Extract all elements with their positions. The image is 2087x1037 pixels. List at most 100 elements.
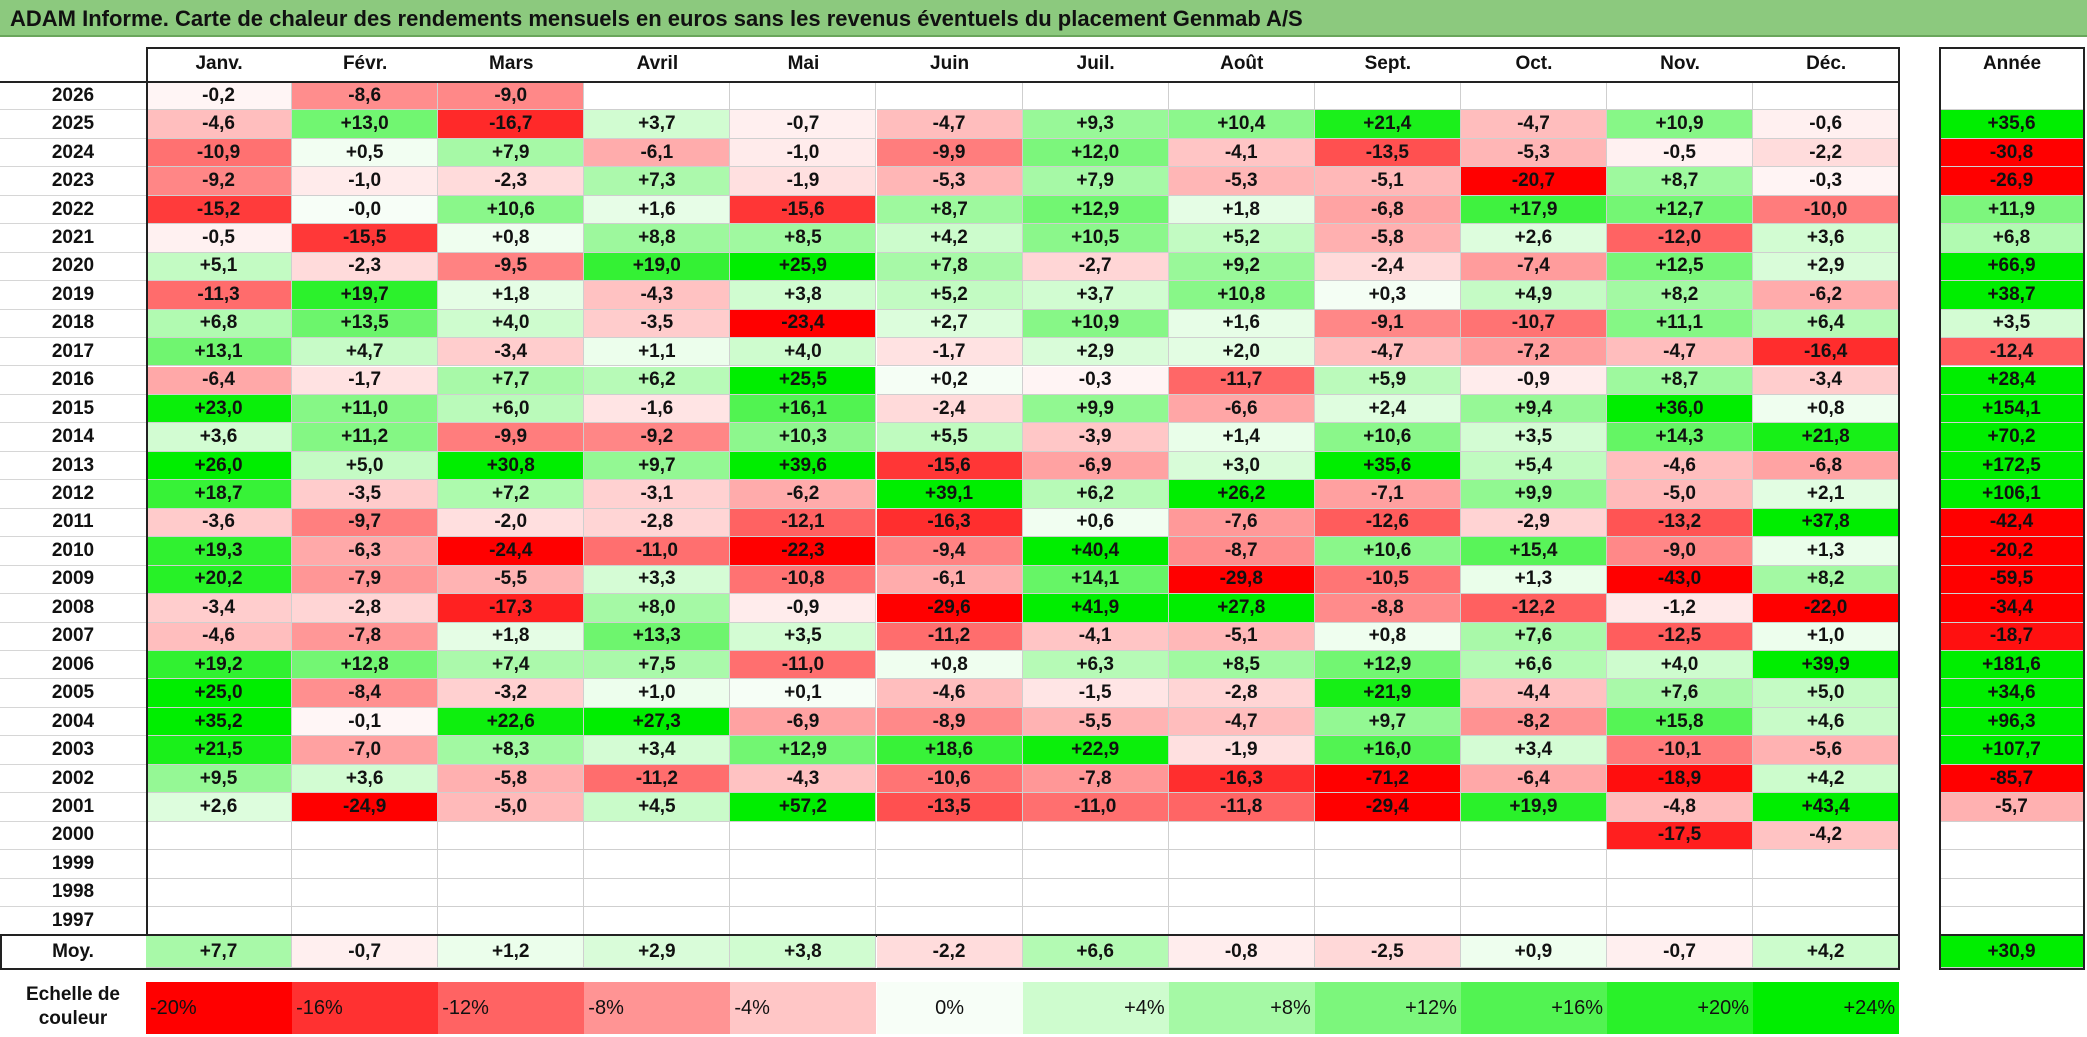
heatmap-cell: +5,2 bbox=[1168, 224, 1315, 253]
heatmap-cell: +14,1 bbox=[1022, 565, 1169, 595]
heatmap-cell: -4,8 bbox=[1607, 793, 1754, 822]
heatmap-cell: +11,1 bbox=[1607, 309, 1754, 339]
year-label: 2014 bbox=[0, 423, 146, 452]
year-label: 2012 bbox=[0, 480, 146, 509]
heatmap-cell: -2,8 bbox=[292, 594, 439, 623]
heatmap-cell: -3,9 bbox=[1022, 423, 1169, 452]
average-cell: +1,2 bbox=[438, 936, 585, 968]
heatmap-cell: -1,9 bbox=[1168, 736, 1315, 765]
heatmap-cell bbox=[1168, 821, 1315, 851]
heatmap-cell: -7,1 bbox=[1314, 480, 1461, 509]
annual-cell bbox=[1939, 907, 2085, 936]
heatmap-cell: -6,8 bbox=[1314, 195, 1461, 225]
heatmap-cell: +3,7 bbox=[1022, 281, 1169, 310]
heatmap-cell: +10,6 bbox=[1314, 537, 1461, 566]
year-label: 2020 bbox=[0, 253, 146, 282]
heatmap-cell: -0,6 bbox=[1753, 110, 1900, 139]
year-label: 2009 bbox=[0, 566, 146, 595]
heatmap-cell: +22,9 bbox=[1022, 736, 1169, 765]
heatmap-cell: +0,5 bbox=[292, 138, 439, 168]
heatmap-cell: -9,1 bbox=[1314, 309, 1461, 339]
heatmap-cell bbox=[876, 850, 1023, 879]
heatmap-cell: +2,6 bbox=[146, 793, 293, 822]
heatmap-cell bbox=[730, 821, 877, 851]
average-cell: -0,8 bbox=[1168, 936, 1315, 968]
heatmap-cell bbox=[1168, 82, 1315, 111]
heatmap-cell: -2,3 bbox=[292, 252, 439, 282]
month-header: Févr. bbox=[342, 53, 388, 74]
heatmap-cell: +1,8 bbox=[1168, 195, 1315, 225]
heatmap-cell: +5,1 bbox=[146, 252, 293, 282]
annual-cell: +66,9 bbox=[1939, 252, 2085, 282]
heatmap-cell: +4,0 bbox=[438, 309, 585, 339]
color-scale-swatch: +16% bbox=[1460, 982, 1607, 1034]
heatmap-cell: +7,6 bbox=[1460, 622, 1607, 651]
year-label: 1997 bbox=[0, 907, 146, 936]
year-label: 2023 bbox=[0, 167, 146, 196]
heatmap-cell: +13,1 bbox=[146, 338, 293, 367]
heatmap-cell bbox=[1753, 850, 1900, 879]
heatmap-cell: -9,2 bbox=[584, 423, 731, 452]
annual-cell: +154,1 bbox=[1939, 394, 2085, 424]
heatmap-cell: -4,6 bbox=[876, 679, 1023, 708]
heatmap-cell: -11,0 bbox=[730, 651, 877, 680]
heatmap-cell bbox=[438, 850, 585, 879]
heatmap-cell: -4,3 bbox=[730, 764, 877, 794]
annual-cell: +172,5 bbox=[1939, 451, 2085, 481]
heatmap-cell: -6,9 bbox=[1022, 451, 1169, 481]
year-label: 1999 bbox=[0, 850, 146, 879]
heatmap-cell: +6,2 bbox=[1022, 480, 1169, 509]
heatmap-cell bbox=[1753, 82, 1900, 111]
annual-cell: -20,2 bbox=[1939, 537, 2085, 566]
heatmap-cell: -7,4 bbox=[1460, 252, 1607, 282]
heatmap-cell: -7,0 bbox=[292, 736, 439, 765]
heatmap-cell: -2,7 bbox=[1022, 252, 1169, 282]
annual-cell: -30,8 bbox=[1939, 138, 2085, 168]
heatmap-cell: +1,4 bbox=[1168, 423, 1315, 452]
heatmap-cell: -4,7 bbox=[1168, 707, 1315, 737]
heatmap-cell: -4,4 bbox=[1460, 679, 1607, 708]
heatmap-cell: -4,1 bbox=[1022, 622, 1169, 651]
heatmap-cell bbox=[1607, 907, 1754, 936]
heatmap-cell bbox=[146, 821, 293, 851]
heatmap-cell: +1,8 bbox=[438, 281, 585, 310]
heatmap-cell: -24,4 bbox=[438, 537, 585, 566]
heatmap-cell: -1,6 bbox=[584, 394, 731, 424]
heatmap-cell: +3,6 bbox=[1753, 224, 1900, 253]
year-label: 2021 bbox=[0, 224, 146, 253]
heatmap-cell: -0,3 bbox=[1022, 366, 1169, 395]
heatmap-cell: +40,4 bbox=[1022, 537, 1169, 566]
heatmap-cell: -1,7 bbox=[292, 366, 439, 395]
annual-cell: +11,9 bbox=[1939, 195, 2085, 225]
heatmap-cell bbox=[730, 82, 877, 111]
heatmap-cell: +21,4 bbox=[1314, 110, 1461, 139]
heatmap-cell bbox=[1607, 878, 1754, 908]
heatmap-cell: -0,1 bbox=[292, 707, 439, 737]
heatmap-cell: -5,6 bbox=[1753, 736, 1900, 765]
heatmap-cell: -9,0 bbox=[438, 82, 585, 111]
heatmap-cell bbox=[730, 878, 877, 908]
heatmap-cell: -6,6 bbox=[1168, 394, 1315, 424]
heatmap-cell bbox=[1460, 82, 1607, 111]
heatmap-cell: -29,4 bbox=[1314, 793, 1461, 822]
heatmap-cell: -9,9 bbox=[438, 423, 585, 452]
heatmap-cell: +5,9 bbox=[1314, 366, 1461, 395]
average-cell: +4,2 bbox=[1753, 936, 1900, 968]
color-scale-swatch: +4% bbox=[1022, 982, 1169, 1034]
annual-cell: +6,8 bbox=[1939, 224, 2085, 253]
heatmap-cell: +1,3 bbox=[1753, 537, 1900, 566]
heatmap-cell: +12,7 bbox=[1607, 195, 1754, 225]
heatmap-cell: -3,4 bbox=[146, 594, 293, 623]
heatmap-cell: -5,3 bbox=[1460, 138, 1607, 168]
month-header: Mars bbox=[489, 53, 534, 74]
heatmap-cell bbox=[1022, 82, 1169, 111]
month-header: Mai bbox=[787, 53, 820, 74]
average-cell: +2,9 bbox=[584, 936, 731, 968]
heatmap-cell bbox=[584, 907, 731, 936]
heatmap-cell: -1,0 bbox=[730, 138, 877, 168]
heatmap-cell: +36,0 bbox=[1607, 394, 1754, 424]
year-label: 2019 bbox=[0, 281, 146, 310]
color-scale-swatch: +20% bbox=[1607, 982, 1754, 1034]
month-header: Sept. bbox=[1364, 53, 1412, 74]
heatmap-cell bbox=[1460, 850, 1607, 879]
